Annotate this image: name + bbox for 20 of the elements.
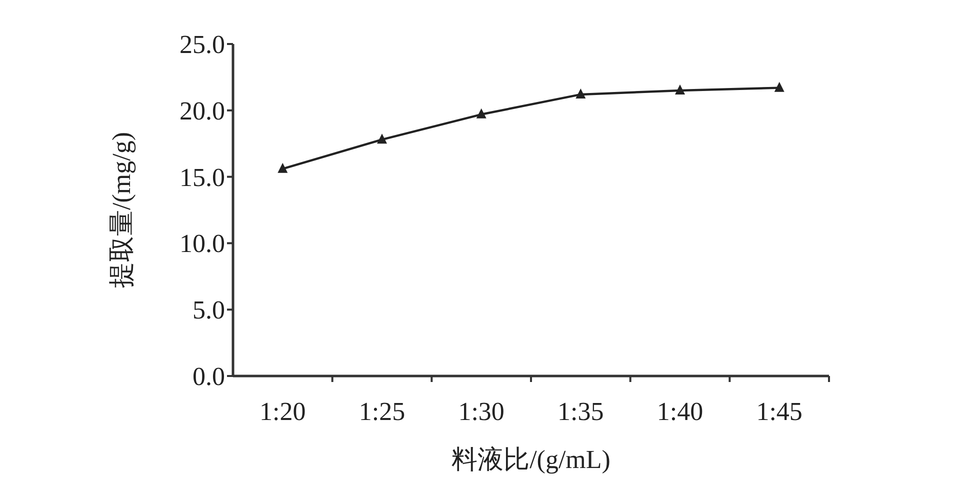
x-tick-label: 1:40 <box>656 397 704 426</box>
x-axis-title: 料液比/(g/mL) <box>452 445 610 474</box>
y-tick-label: 0.0 <box>192 362 225 391</box>
x-tick-label: 1:20 <box>260 397 306 426</box>
point <box>774 82 784 92</box>
y-axis-title: 提取量/(mg/g) <box>107 132 136 288</box>
point <box>278 162 288 173</box>
y-tick-label: 5.0 <box>192 296 225 325</box>
y-tick-label: 15.0 <box>180 162 225 192</box>
x-tick-label: 1:45 <box>756 397 802 426</box>
x-tick-label: 1:25 <box>358 397 406 426</box>
point <box>576 88 586 98</box>
point <box>377 134 387 144</box>
x-tick-label: 1:35 <box>558 397 604 426</box>
y-tick-label: 20.0 <box>180 96 225 126</box>
point <box>476 108 486 118</box>
y-tick-label: 10.0 <box>180 229 225 258</box>
point <box>675 84 685 94</box>
x-tick-label: 1:30 <box>458 397 504 426</box>
y-tick-label: 25.0 <box>180 30 225 59</box>
